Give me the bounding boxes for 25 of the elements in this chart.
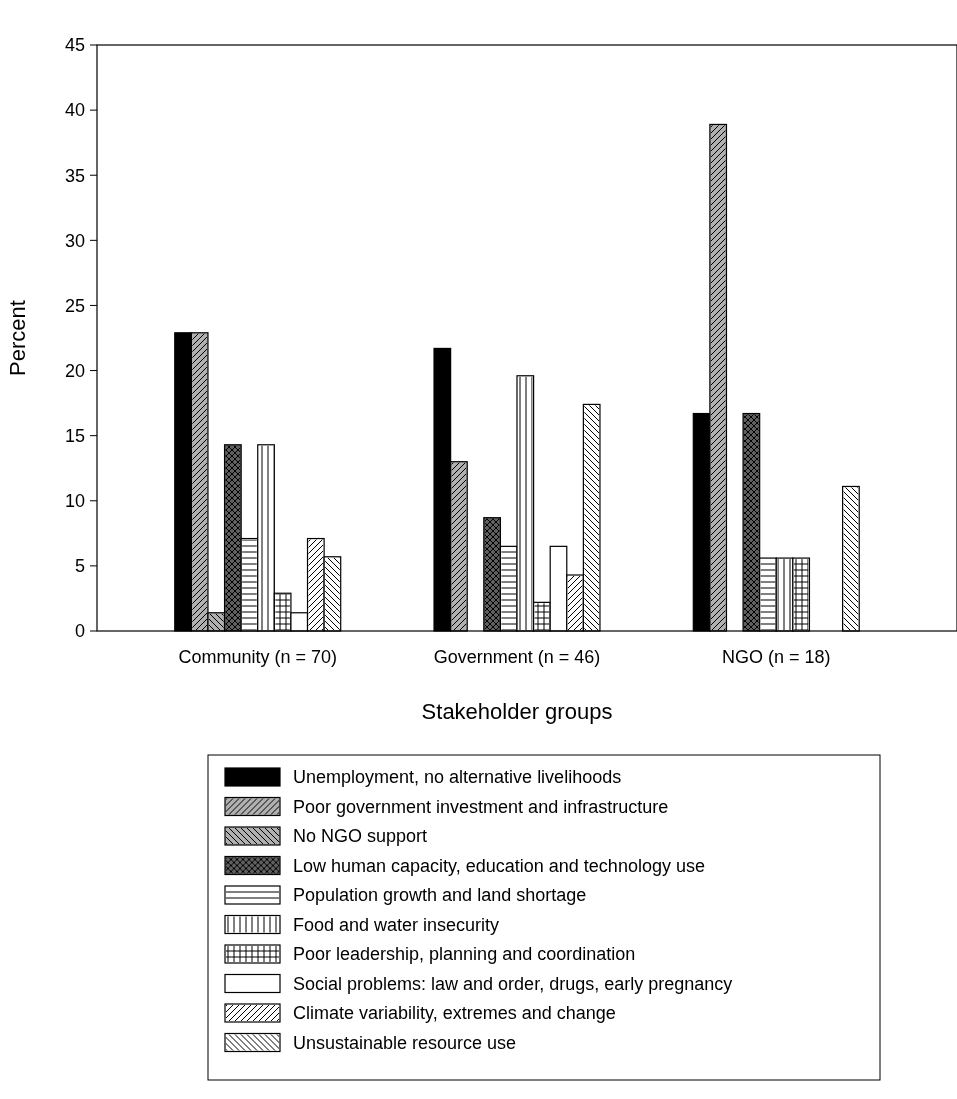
legend-label: Low human capacity, education and technology use [293, 855, 705, 876]
legend-label: Climate variability, extremes and change [293, 1003, 616, 1024]
legend-label: Unemployment, no alternative livelihoods [293, 767, 622, 788]
legend-label: Poor leadership, planning and coordination [293, 944, 636, 965]
legend-label: Food and water insecurity [293, 914, 500, 935]
legend-label: Poor government investment and infrastructure [293, 796, 669, 817]
y-tick-label: 25 [64, 295, 85, 316]
x-tick-label: NGO (n = 18) [721, 647, 831, 667]
y-tick-label: 15 [64, 425, 85, 446]
legend-label: No NGO support [293, 826, 428, 847]
y-tick-label: 10 [64, 491, 85, 512]
x-tick-label: Community (n = 70) [178, 647, 338, 667]
y-tick-label: 0 [74, 621, 85, 642]
legend-label: Unsustainable resource use [293, 1032, 517, 1053]
y-tick-label: 40 [64, 100, 85, 121]
y-tick-label: 30 [64, 230, 85, 251]
x-axis-title: Stakeholder groups [421, 699, 613, 724]
y-tick-label: 5 [74, 556, 85, 577]
x-tick-label: Government (n = 46) [433, 647, 601, 667]
legend-label: Social problems: law and order, drugs, early pregnancy [293, 973, 733, 994]
y-tick-label: 20 [64, 360, 85, 381]
y-tick-label: 35 [64, 165, 85, 186]
y-tick-label: 45 [64, 35, 85, 56]
legend-label: Population growth and land shortage [293, 885, 587, 906]
y-axis-title: Percent [5, 300, 30, 376]
